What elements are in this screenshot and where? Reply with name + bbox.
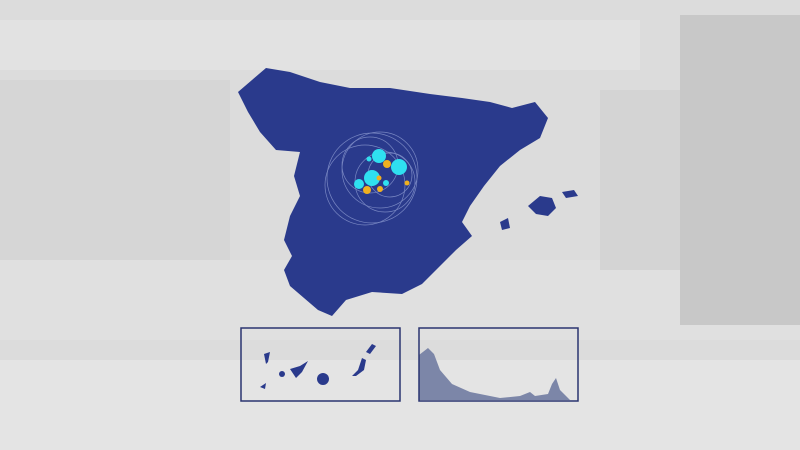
marker-cyan <box>383 180 389 186</box>
marker-yellow <box>363 186 371 194</box>
marker-yellow <box>404 180 410 186</box>
background-band <box>0 20 640 70</box>
data-markers <box>354 149 410 194</box>
mainland-spain <box>238 68 548 316</box>
marker-cyan <box>372 149 386 163</box>
marker-yellow <box>377 186 383 192</box>
background-band <box>680 15 800 325</box>
marker-cyan <box>364 170 380 186</box>
marker-cyan <box>354 179 364 189</box>
north-africa-inset <box>418 327 579 402</box>
canary-islands-inset <box>240 327 401 402</box>
mallorca <box>528 196 556 216</box>
ibiza <box>500 218 510 230</box>
marker-cyan <box>366 156 372 162</box>
menorca <box>562 190 578 198</box>
marker-yellow <box>376 175 382 181</box>
background-band <box>600 90 680 270</box>
background-band <box>0 80 230 260</box>
marker-yellow <box>383 160 391 168</box>
marker-cyan <box>391 159 407 175</box>
